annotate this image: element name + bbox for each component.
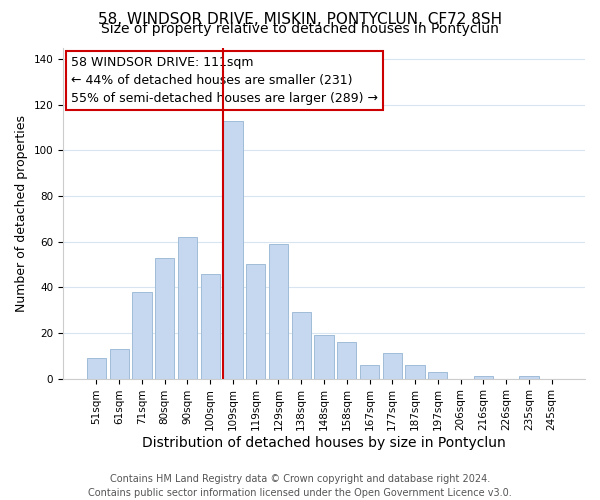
Bar bbox=[383, 354, 402, 378]
Bar bbox=[473, 376, 493, 378]
Text: Size of property relative to detached houses in Pontyclun: Size of property relative to detached ho… bbox=[101, 22, 499, 36]
Bar bbox=[200, 274, 220, 378]
Y-axis label: Number of detached properties: Number of detached properties bbox=[15, 114, 28, 312]
Bar bbox=[269, 244, 288, 378]
Bar bbox=[519, 376, 539, 378]
Bar bbox=[292, 312, 311, 378]
Bar bbox=[178, 237, 197, 378]
X-axis label: Distribution of detached houses by size in Pontyclun: Distribution of detached houses by size … bbox=[142, 436, 506, 450]
Text: Contains HM Land Registry data © Crown copyright and database right 2024.
Contai: Contains HM Land Registry data © Crown c… bbox=[88, 474, 512, 498]
Bar bbox=[110, 349, 129, 378]
Bar bbox=[155, 258, 175, 378]
Bar bbox=[223, 120, 242, 378]
Bar bbox=[360, 365, 379, 378]
Text: 58, WINDSOR DRIVE, MISKIN, PONTYCLUN, CF72 8SH: 58, WINDSOR DRIVE, MISKIN, PONTYCLUN, CF… bbox=[98, 12, 502, 28]
Bar bbox=[406, 365, 425, 378]
Bar bbox=[246, 264, 265, 378]
Text: 58 WINDSOR DRIVE: 111sqm
← 44% of detached houses are smaller (231)
55% of semi-: 58 WINDSOR DRIVE: 111sqm ← 44% of detach… bbox=[71, 56, 378, 105]
Bar bbox=[87, 358, 106, 378]
Bar bbox=[337, 342, 356, 378]
Bar bbox=[132, 292, 152, 378]
Bar bbox=[314, 335, 334, 378]
Bar bbox=[428, 372, 448, 378]
